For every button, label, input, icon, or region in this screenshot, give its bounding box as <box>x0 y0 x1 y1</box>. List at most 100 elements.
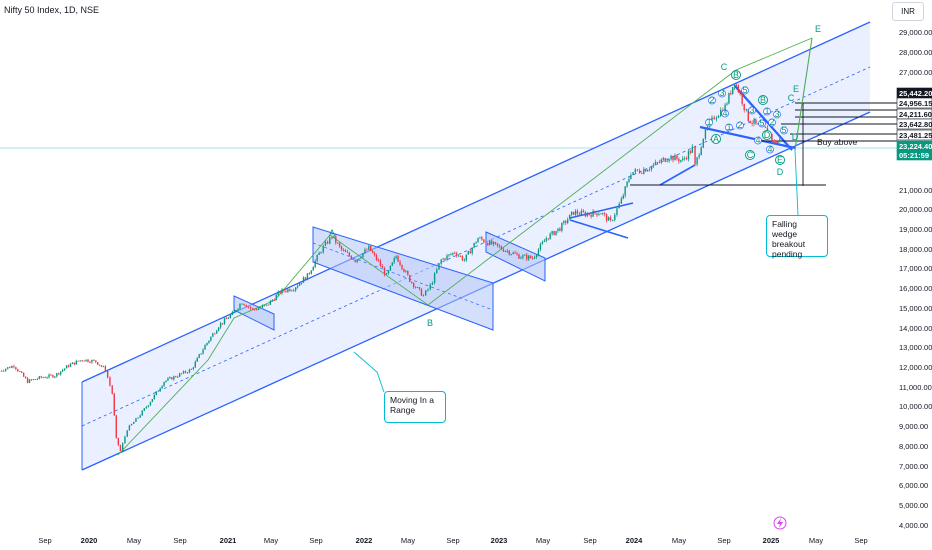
candle-body <box>626 181 628 187</box>
price-label-box <box>896 118 932 130</box>
candle-body <box>128 425 131 431</box>
candle-body <box>113 393 115 416</box>
candle-body <box>483 239 485 243</box>
candle-body <box>171 377 173 380</box>
candle-body <box>312 267 314 271</box>
subwave-circle <box>768 118 776 127</box>
candle-body <box>418 287 421 289</box>
candle-body <box>32 379 35 380</box>
candle-body <box>206 342 208 346</box>
candle-body <box>22 372 25 377</box>
y-tick-label: 12,000.00 <box>899 363 932 372</box>
candle-body <box>98 364 101 366</box>
candle-body <box>36 378 39 380</box>
subwave-circle <box>705 118 713 127</box>
candle-body <box>210 336 212 341</box>
candle-body <box>526 254 528 260</box>
candle-body <box>287 289 289 292</box>
y-tick-label: 7,000.00 <box>899 462 928 471</box>
candle-body <box>624 186 626 196</box>
candle-body <box>283 289 285 292</box>
wave-label-circle <box>731 70 741 80</box>
y-tick-label: 9,000.00 <box>899 422 928 431</box>
candle-body <box>28 379 31 383</box>
candle-body <box>30 379 33 381</box>
candle-body <box>592 210 594 217</box>
candle-body <box>295 287 297 291</box>
candle-body <box>335 236 337 243</box>
annotation-wedge[interactable]: Falling wedge breakout pending <box>766 215 828 259</box>
candle-body <box>450 254 452 256</box>
candle-body <box>221 323 224 325</box>
y-tick-label: 8,000.00 <box>899 442 928 451</box>
candle-body <box>364 249 366 254</box>
candle-body <box>685 158 688 160</box>
candle-body <box>331 237 333 238</box>
y-tick-label: 5,000.00 <box>899 501 928 510</box>
candle-body <box>344 250 347 252</box>
y-tick-label: 19,000.00 <box>899 225 932 234</box>
x-axis[interactable]: Sep 2020 May Sep 2021 May Sep 2022 May Sep 2023 May… <box>38 536 867 545</box>
wave-label: 5 <box>781 125 786 135</box>
candle-body <box>602 213 604 214</box>
price-label-box <box>896 149 932 161</box>
subwave-circle <box>748 106 756 115</box>
candle-body <box>508 250 510 255</box>
price-label-text: 05:21:59 <box>899 151 929 160</box>
candle-body <box>600 213 602 215</box>
candle-body <box>17 369 19 372</box>
y-tick-label: 16,000.00 <box>899 284 932 293</box>
candle-body <box>720 109 722 116</box>
candle-body <box>407 270 409 276</box>
candle-body <box>362 253 364 258</box>
wave-label: D <box>792 132 799 142</box>
candle-body <box>119 445 122 451</box>
currency-button[interactable]: INR <box>892 2 924 21</box>
candle-body <box>173 376 175 380</box>
y-axis[interactable]: 29,000.00 28,000.00 27,000.00 21,000.00 20,0… <box>899 28 932 530</box>
candle-body <box>541 242 544 245</box>
candle-body <box>674 155 676 161</box>
candle-body <box>733 84 736 88</box>
candle-body <box>89 361 91 363</box>
candle-body <box>698 155 700 158</box>
candle-body <box>368 245 370 250</box>
subwave-circle <box>758 119 766 128</box>
candle-body <box>561 223 563 231</box>
candle-body <box>596 213 598 216</box>
candle-body <box>572 211 575 215</box>
wave-label: 1 <box>706 117 711 127</box>
candle-body <box>0 370 3 372</box>
x-tick-label: Sep <box>854 536 867 545</box>
candle-body <box>732 87 734 95</box>
candle-body <box>97 362 99 365</box>
candle-body <box>459 255 462 257</box>
candle-body <box>568 214 571 220</box>
candle-body <box>252 308 254 310</box>
range-callout-pointer <box>353 351 385 393</box>
y-tick-label: 4,000.00 <box>899 521 928 530</box>
candle-body <box>630 174 632 179</box>
candle-body <box>2 370 5 372</box>
subwave-circle <box>754 136 762 145</box>
annotation-range[interactable]: Moving In a Range <box>384 391 446 423</box>
candle-body <box>371 250 374 253</box>
candle-body <box>83 360 85 362</box>
candle-body <box>375 254 378 261</box>
candle-body <box>391 262 394 266</box>
candle-body <box>40 376 42 378</box>
candle-body <box>139 415 141 418</box>
candle-body <box>616 208 618 215</box>
candle-body <box>582 210 585 213</box>
candle-body <box>387 270 390 274</box>
candle-body <box>308 273 311 275</box>
candle-body <box>296 285 299 288</box>
candle-body <box>399 261 401 265</box>
candle-body <box>689 151 692 153</box>
candle-body <box>502 249 505 252</box>
main-channel-fill <box>82 22 870 470</box>
candle-body <box>314 260 316 268</box>
wave-label: 2 <box>709 95 714 105</box>
